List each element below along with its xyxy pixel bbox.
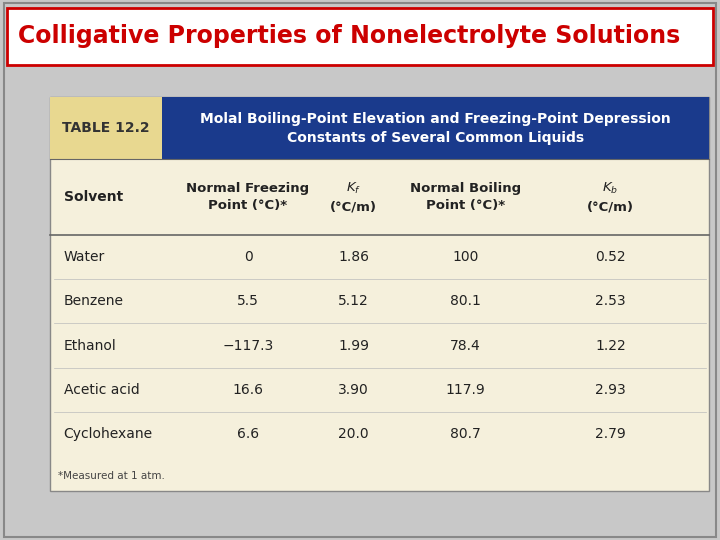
Text: 78.4: 78.4 (450, 339, 481, 353)
Text: $K_f$
(°C/m): $K_f$ (°C/m) (330, 181, 377, 213)
Text: Ethanol: Ethanol (63, 339, 117, 353)
Text: 2.53: 2.53 (595, 294, 626, 308)
Text: 0: 0 (243, 250, 253, 264)
Text: 80.1: 80.1 (450, 294, 481, 308)
Text: Water: Water (63, 250, 105, 264)
Text: 6.6: 6.6 (237, 427, 259, 441)
Text: 1.99: 1.99 (338, 339, 369, 353)
Text: Normal Boiling
Point (°C)*: Normal Boiling Point (°C)* (410, 182, 521, 212)
Text: *Measured at 1 atm.: *Measured at 1 atm. (58, 471, 164, 481)
Text: 117.9: 117.9 (446, 383, 485, 397)
Text: 2.79: 2.79 (595, 427, 626, 441)
Text: −117.3: −117.3 (222, 339, 274, 353)
Text: Benzene: Benzene (63, 294, 124, 308)
Text: 0.52: 0.52 (595, 250, 626, 264)
Text: Molal Boiling-Point Elevation and Freezing-Point Depression
Constants of Several: Molal Boiling-Point Elevation and Freezi… (200, 111, 671, 145)
Text: 100: 100 (452, 250, 479, 264)
Text: 5.12: 5.12 (338, 294, 369, 308)
Text: 1.86: 1.86 (338, 250, 369, 264)
Text: $K_b$
(°C/m): $K_b$ (°C/m) (587, 181, 634, 213)
Text: Colligative Properties of Nonelectrolyte Solutions: Colligative Properties of Nonelectrolyte… (18, 24, 680, 48)
FancyBboxPatch shape (162, 97, 709, 159)
FancyBboxPatch shape (50, 97, 709, 491)
Text: 3.90: 3.90 (338, 383, 369, 397)
Text: TABLE 12.2: TABLE 12.2 (63, 122, 150, 135)
Text: Normal Freezing
Point (°C)*: Normal Freezing Point (°C)* (186, 182, 310, 212)
Text: 16.6: 16.6 (233, 383, 264, 397)
Text: 2.93: 2.93 (595, 383, 626, 397)
FancyBboxPatch shape (50, 97, 162, 159)
Text: 20.0: 20.0 (338, 427, 369, 441)
Text: 1.22: 1.22 (595, 339, 626, 353)
Text: 80.7: 80.7 (450, 427, 481, 441)
Text: Cyclohexane: Cyclohexane (63, 427, 153, 441)
Text: 5.5: 5.5 (237, 294, 259, 308)
FancyBboxPatch shape (7, 8, 713, 65)
Text: Solvent: Solvent (63, 190, 123, 204)
Text: Acetic acid: Acetic acid (63, 383, 140, 397)
